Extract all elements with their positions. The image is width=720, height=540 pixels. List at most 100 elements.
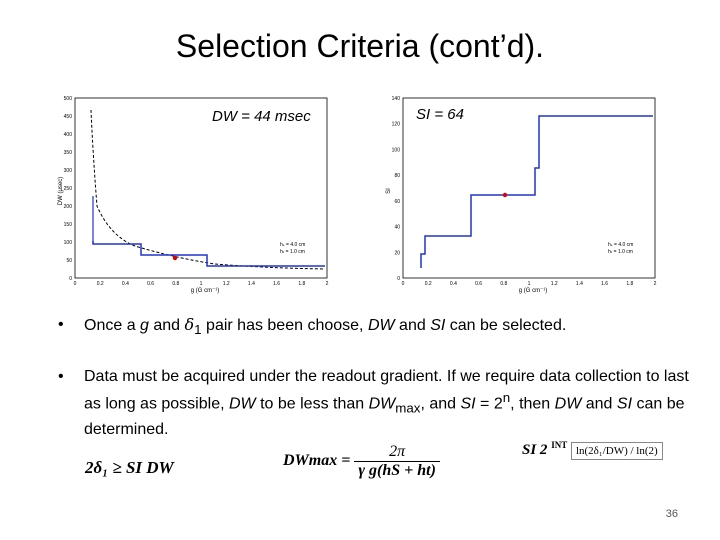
text: and [148, 317, 185, 334]
x-tick-label: 1.8 [626, 281, 633, 287]
si-x-axis-label: g (G cm⁻¹) [519, 288, 548, 294]
x-tick-label: 2 [654, 281, 657, 287]
dw-plot-y-ticks: 0 50 100 150 200 250 300 350 400 450 500 [64, 96, 73, 282]
y-tick-label: 350 [64, 150, 73, 156]
formula-dwmax: DWmax = 2π γ g(hS + ht) [283, 443, 440, 480]
si-annotation: SI = 64 [416, 106, 464, 123]
y-tick-label: 80 [394, 173, 400, 179]
x-tick-label: 0.8 [500, 281, 507, 287]
text: pair has been choose, [201, 317, 368, 334]
text: Data must be acquired under the readout … [84, 368, 689, 413]
dwmax-lhs: DWmax = [283, 452, 351, 470]
slide-title: Selection Criteria (cont’d). [175, 28, 545, 64]
si-legend-ht: hₜ = 1.0 cm [608, 249, 633, 255]
y-tick-label: 140 [392, 96, 401, 102]
g-symbol: g [140, 317, 149, 334]
y-tick-label: 400 [64, 132, 73, 138]
text: , then [510, 395, 555, 413]
y-tick-label: 200 [64, 204, 73, 210]
dwmax-denominator: γ g(hS + ht) [358, 462, 436, 479]
bullet-item-1: • Once a g and δ1 pair has been choose, … [58, 314, 708, 340]
si-legend-hs: hₛ = 4.0 cm [608, 242, 633, 248]
int-label: INT [551, 440, 568, 450]
x-tick-label: 1.2 [223, 281, 230, 287]
y-tick-label: 40 [394, 225, 400, 231]
dw-legend-ht: hₜ = 1.0 cm [280, 249, 305, 255]
si-exponent-box: ln(2δ₁/DW) / ln(2) [570, 441, 663, 460]
y-tick-label: 300 [64, 168, 73, 174]
dw-x-axis-label: g (G cm⁻¹) [191, 288, 220, 294]
text: can be selected. [445, 317, 567, 334]
si-selected-point [502, 192, 508, 198]
text: and [581, 395, 617, 413]
page-number: 36 [665, 508, 678, 520]
x-tick-label: 0 [402, 281, 405, 287]
si-term: SI [460, 395, 476, 413]
x-tick-label: 1.2 [551, 281, 558, 287]
y-tick-label: 0 [69, 276, 72, 282]
bullet-dot: • [58, 316, 64, 333]
x-tick-label: 1 [528, 281, 531, 287]
si-plot-frame [402, 97, 656, 279]
x-tick-label: 1.6 [273, 281, 280, 287]
dw-plot-frame [74, 97, 328, 279]
dwmax-fraction: 2π γ g(hS + ht) [354, 443, 440, 480]
text: to be less than [255, 395, 369, 413]
text: can be determined. [84, 395, 685, 438]
si-lhs: SI 2 [522, 442, 548, 458]
si-y-axis-label: SI [386, 188, 392, 194]
bullet-dot: • [58, 368, 64, 386]
si-plot: 0 20 40 60 80 100 120 140 0 0.2 0.4 0.6 0.8 1 1.2 1.4 1… [383, 96, 661, 296]
dw-term: DW [554, 395, 582, 413]
si-plot-y-ticks: 0 20 40 60 80 100 120 140 [392, 96, 401, 282]
dw-term: DW [367, 317, 395, 334]
x-tick-label: 0.4 [450, 281, 457, 287]
si-term: SI [616, 395, 633, 413]
superscript: n [502, 390, 511, 406]
dwmax-term: DW [368, 395, 396, 413]
dw-dashed-curve [90, 109, 326, 270]
y-tick-label: 250 [64, 186, 73, 192]
si-step-risers [424, 178, 536, 248]
text: and [394, 317, 431, 334]
text: , and [420, 395, 461, 413]
x-tick-label: 2 [326, 281, 329, 287]
x-tick-label: 0.8 [172, 281, 179, 287]
dw-plot: 0 50 100 150 200 250 300 350 400 450 500 0 0.2 0.4 0.… [55, 96, 333, 296]
y-tick-label: 60 [394, 199, 400, 205]
text: Once a [84, 317, 141, 334]
dw-legend-hs: hₛ = 4.0 cm [280, 242, 305, 248]
bullet-list: • Once a g and δ1 pair has been choose, … [58, 314, 708, 440]
y-tick-label: 500 [64, 96, 73, 102]
x-tick-label: 1.4 [576, 281, 583, 287]
y-tick-label: 50 [66, 258, 72, 264]
y-tick-label: 100 [392, 147, 401, 153]
subscript: 1 [194, 322, 202, 338]
x-tick-label: 0 [74, 281, 77, 287]
x-tick-label: 1.8 [298, 281, 305, 287]
dw-selected-point [172, 255, 178, 261]
dw-plot-svg: 0 50 100 150 200 250 300 350 400 450 500 0 0.2 0.4 0.… [58, 96, 329, 294]
x-tick-label: 1.4 [248, 281, 255, 287]
bullet-item-2: • Data must be acquired under the readou… [58, 366, 708, 440]
y-tick-label: 20 [394, 250, 400, 256]
si-plot-svg: 0 20 40 60 80 100 120 140 0 0.2 0.4 0.6 0.8 1 1.2 1.4 1… [386, 96, 657, 294]
y-tick-label: 450 [64, 114, 73, 120]
si-term: SI [430, 317, 446, 334]
y-tick-label: 0 [397, 276, 400, 282]
y-tick-label: 150 [64, 222, 73, 228]
delta-symbol: δ [184, 315, 195, 334]
dwmax-numerator: 2π [354, 443, 440, 462]
x-tick-label: 1 [200, 281, 203, 287]
x-tick-label: 0.4 [122, 281, 129, 287]
dw-term: DW [228, 395, 256, 413]
dw-plot-x-ticks: 0 0.2 0.4 0.6 0.8 1 1.2 1.4 1.6 1.8 2 [74, 281, 329, 287]
si-plot-x-ticks: 0 0.2 0.4 0.6 0.8 1 1.2 1.4 1.6 1.8 2 [402, 281, 657, 287]
text: = 2 [475, 395, 503, 413]
x-tick-label: 0.6 [147, 281, 154, 287]
y-tick-label: 120 [392, 122, 401, 128]
formula-si: SI 2 INT ln(2δ₁/DW) / ln(2) [522, 440, 663, 460]
x-tick-label: 0.2 [425, 281, 432, 287]
formula-delta-si-dw: 2δ₁ ≥ SI DW [85, 458, 174, 477]
subscript: max [395, 400, 421, 416]
